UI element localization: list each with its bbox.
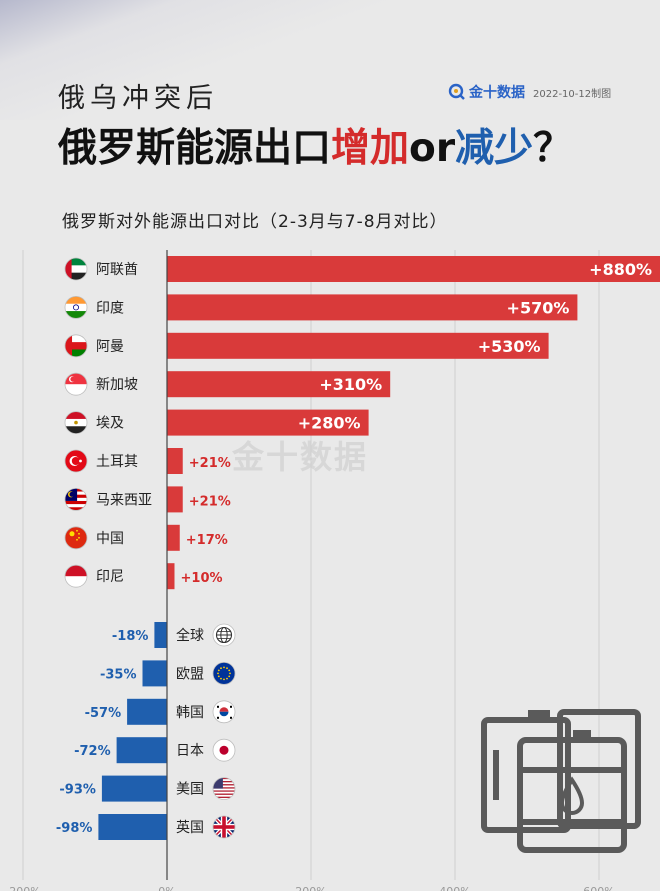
decrease-row: -35% 欧盟: [100, 660, 236, 687]
india-flag-icon: [64, 295, 88, 319]
country-label: 日本: [176, 743, 204, 759]
title-up: 增加: [331, 126, 410, 171]
country-label: 印度: [96, 300, 124, 316]
decrease-row: -18% 全球: [112, 622, 236, 648]
decrease-bar: [127, 698, 167, 725]
usa-flag-icon: [212, 777, 236, 800]
value-label: -35%: [100, 667, 137, 682]
increase-bar: [167, 524, 180, 551]
country-label: 中国: [96, 531, 124, 547]
country-label: 欧盟: [176, 666, 204, 682]
increase-row: 土耳其 +21%: [64, 448, 231, 474]
increase-row: 马来西亚 +21%: [64, 486, 231, 513]
increase-row: 印度 +570%: [64, 294, 578, 321]
oman-flag-icon: [64, 334, 88, 358]
value-label: -18%: [112, 629, 149, 644]
value-label: +21%: [189, 494, 231, 509]
globe-icon: [212, 623, 236, 647]
increase-row: 中国 +17%: [64, 524, 228, 551]
chart-title: 俄罗斯对外能源出口对比（2-3月与7-8月对比）: [62, 212, 448, 232]
value-label: +310%: [319, 375, 382, 394]
title-or: or: [409, 126, 456, 171]
decrease-bar: [116, 737, 167, 764]
brand-logo-icon: [448, 83, 465, 100]
increase-bar: [167, 294, 578, 321]
country-label: 土耳其: [96, 454, 138, 470]
value-label: +10%: [181, 571, 223, 586]
increase-row: 阿联酋 +880%: [64, 256, 660, 282]
x-tick-label: 400%: [439, 885, 470, 891]
decrease-row: -57% 韩国: [85, 698, 236, 725]
decrease-bar: [101, 775, 167, 802]
country-label: 全球: [176, 627, 204, 644]
value-label: +880%: [589, 260, 652, 279]
decrease-row: -93% 美国: [59, 775, 236, 802]
country-label: 韩国: [176, 705, 204, 721]
uk-flag-icon: [212, 815, 236, 839]
china-flag-icon: [64, 526, 88, 550]
value-label: -72%: [74, 744, 111, 759]
x-tick-label: 0%: [158, 885, 175, 891]
country-label: 英国: [176, 819, 204, 836]
japan-flag-icon: [212, 738, 236, 762]
oil-barrel-illustration: [481, 709, 641, 853]
increase-row: 埃及 +280%: [64, 409, 369, 436]
value-label: +280%: [298, 414, 361, 433]
country-label: 美国: [176, 782, 204, 798]
country-label: 马来西亚: [96, 492, 152, 508]
brand-name: 金十数据: [469, 85, 525, 101]
egypt-flag-icon: [64, 411, 88, 435]
increase-row: 新加坡 +310%: [64, 371, 391, 398]
korea-flag-icon: [212, 700, 236, 724]
date-note: 2022-10-12制图: [533, 88, 612, 100]
eu-flag-icon: [212, 662, 236, 685]
country-label: 阿曼: [96, 339, 124, 355]
country-label: 阿联酋: [96, 261, 138, 278]
value-label: -93%: [59, 783, 96, 798]
decrease-row: -98% 英国: [56, 814, 236, 840]
uae-flag-icon: [64, 257, 88, 281]
increase-row: 印尼 +10%: [64, 563, 223, 590]
title-down: 减少: [455, 126, 534, 171]
decrease-row: -72% 日本: [74, 737, 236, 764]
x-tick-label: 600%: [583, 885, 614, 891]
increase-bar: [167, 448, 183, 474]
value-label: +530%: [478, 337, 541, 356]
increase-bar: [167, 256, 660, 282]
country-label: 新加坡: [96, 377, 138, 393]
decrease-bar: [98, 814, 167, 840]
increase-row: 阿曼 +530%: [64, 332, 549, 359]
brand-block: 金十数据 2022-10-12制图: [448, 82, 611, 102]
x-tick-label: -200%: [5, 885, 40, 891]
page-title: 俄罗斯能源出口增加or减少？: [58, 117, 572, 173]
value-label: -98%: [56, 821, 93, 836]
increase-bar: [167, 563, 175, 590]
malaysia-flag-icon: [64, 487, 88, 511]
page-subtitle: 俄乌冲突后: [58, 83, 218, 114]
value-label: +17%: [186, 533, 228, 548]
increase-bar: [167, 371, 391, 398]
decrease-bar: [142, 660, 167, 687]
title-part1: 俄罗斯能源出口: [58, 126, 332, 171]
value-label: +570%: [507, 298, 570, 317]
increase-bar: [167, 409, 369, 436]
singapore-flag-icon: [64, 372, 88, 396]
decrease-bar: [154, 622, 167, 648]
increase-bar: [167, 486, 183, 513]
country-label: 印尼: [96, 569, 124, 585]
indonesia-flag-icon: [64, 564, 88, 588]
value-label: -57%: [85, 706, 122, 721]
country-label: 埃及: [96, 416, 124, 432]
title-end: ？: [533, 126, 573, 171]
watermark: 金十数据: [232, 438, 369, 476]
value-label: +21%: [189, 456, 231, 471]
increase-bar: [167, 332, 549, 359]
turkey-flag-icon: [64, 449, 88, 473]
x-tick-label: 200%: [295, 885, 326, 891]
